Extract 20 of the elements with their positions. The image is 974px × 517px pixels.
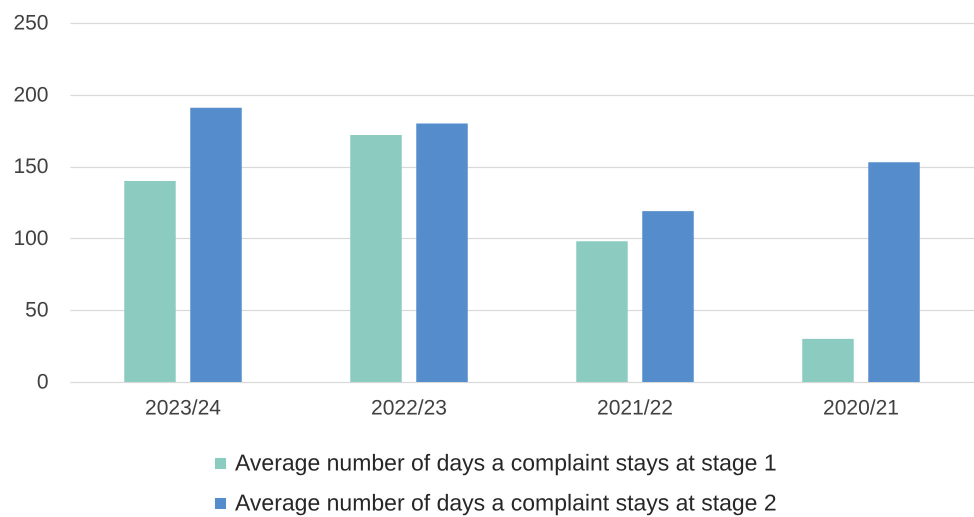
bar (416, 124, 468, 382)
legend-label: Average number of days a complaint stays at stage 2 (235, 490, 777, 516)
x-tick-label: 2022/23 (371, 396, 447, 420)
y-tick-label: 150 (13, 155, 48, 178)
bar (190, 108, 242, 382)
bar (124, 180, 176, 382)
y-tick-label: 250 (13, 12, 48, 34)
bar (868, 162, 920, 382)
y-tick-label: 50 (25, 298, 48, 322)
bar (576, 241, 628, 382)
x-tick-label: 2021/22 (597, 396, 673, 420)
y-tick-label: 0 (36, 370, 48, 394)
x-tick-label: 2023/24 (145, 396, 222, 420)
legend-label: Average number of days a complaint stays at stage 1 (235, 450, 777, 476)
y-tick-label: 100 (13, 226, 48, 250)
bar (642, 211, 694, 382)
x-tick-label: 2020/21 (823, 396, 899, 420)
y-tick-label: 200 (13, 83, 48, 106)
bar (802, 338, 854, 382)
bar (350, 135, 402, 382)
